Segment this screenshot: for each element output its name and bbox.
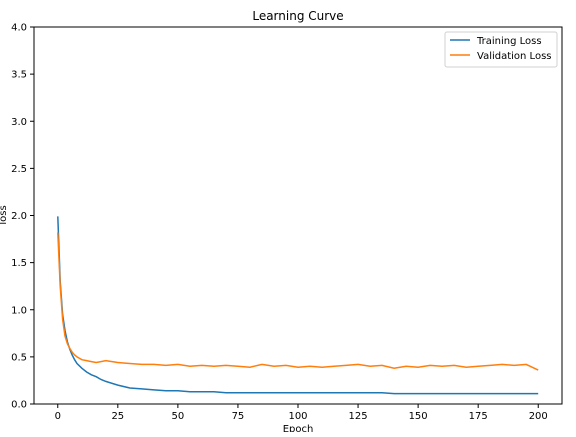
x-tick-label: 75 [232,411,245,422]
series-line-validation-loss [57,232,539,371]
series-layer [57,216,539,395]
x-tick-label: 50 [172,411,185,422]
y-axis-label: loss [0,205,9,224]
y-tick-label: 3.0 [11,117,27,128]
chart-title: Learning Curve [252,9,343,23]
x-tick-label: 125 [349,411,368,422]
legend-label-validation-loss: Validation Loss [477,51,552,62]
x-tick-label: 25 [111,411,124,422]
series-line-training-loss [57,216,539,395]
y-tick-label: 2.0 [11,211,27,222]
y-tick-label: 1.5 [11,258,27,269]
y-tick-label: 0.5 [11,352,27,363]
x-tick-label: 100 [288,411,307,422]
x-tick-label: 0 [55,411,61,422]
x-tick-label: 200 [529,411,548,422]
y-tick-label: 2.5 [11,164,27,175]
y-tick-label: 3.5 [11,70,27,81]
x-tick-label: 150 [409,411,428,422]
y-tick-label: 1.0 [11,305,27,316]
x-tick-label: 175 [469,411,488,422]
x-axis-ticks: 0 25 50 75 100 125 150 175 200 [55,404,548,422]
y-axis-ticks: 0.0 0.5 1.0 1.5 2.0 2.5 3.0 3.5 4.0 [11,23,34,411]
legend: Training Loss Validation Loss [444,31,558,68]
x-axis-label: Epoch [283,424,314,432]
legend-box [444,31,558,68]
legend-label-training-loss: Training Loss [476,36,542,47]
y-tick-label: 4.0 [11,23,27,34]
plot-background [34,27,562,404]
y-tick-label: 0.0 [11,400,27,411]
